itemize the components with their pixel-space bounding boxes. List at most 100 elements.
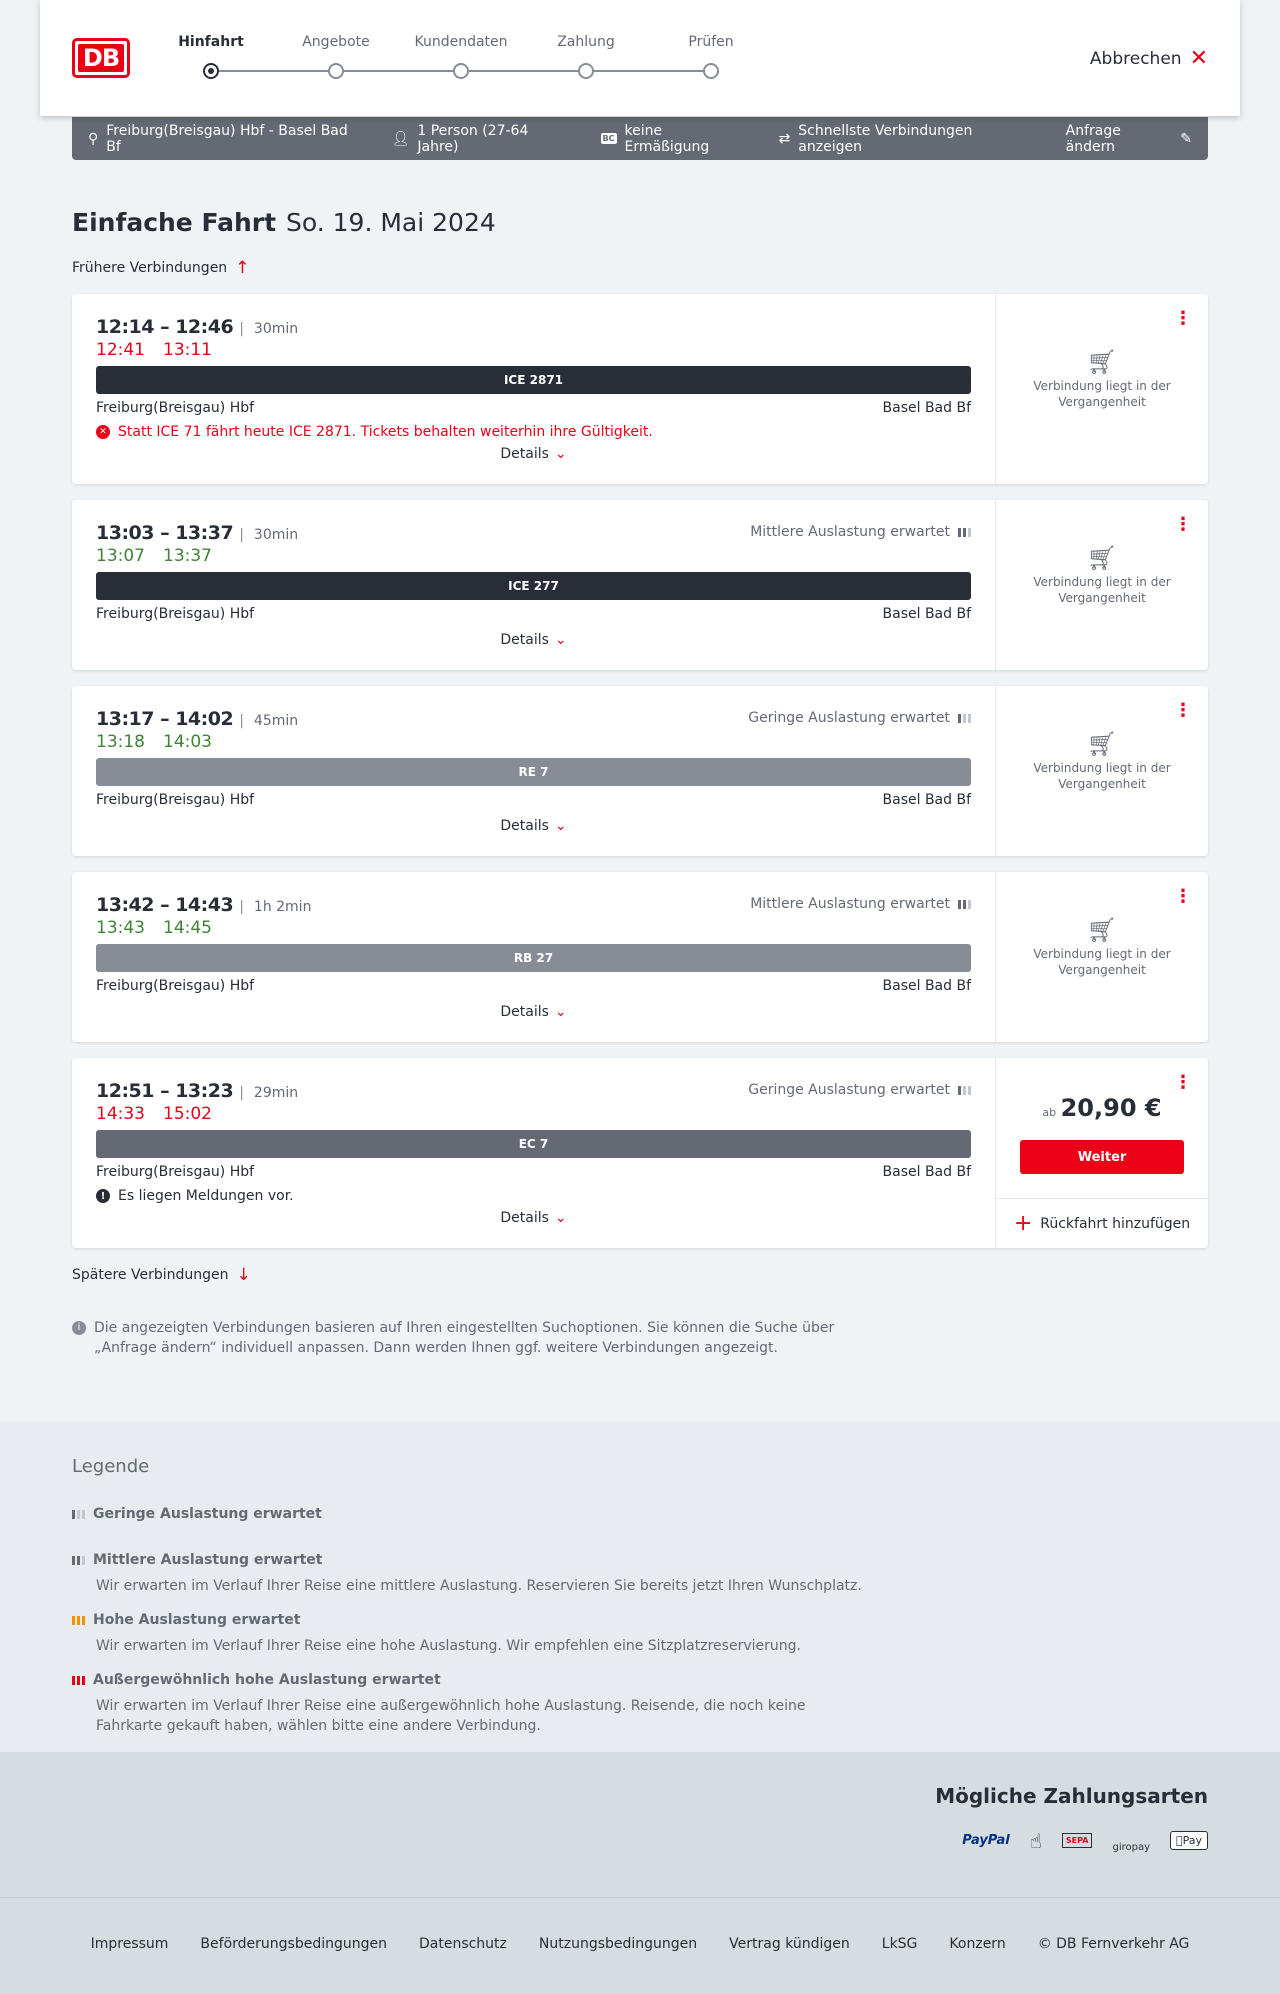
realtime-times: 13:18 14:03 bbox=[96, 732, 212, 752]
scheduled-times: 12:14 – 12:4630min bbox=[96, 316, 298, 338]
edit-search-button[interactable]: Anfrage ändern ✎ bbox=[1065, 122, 1192, 155]
arrival-station: Basel Bad Bf bbox=[882, 400, 971, 416]
past-connection-note: 🛒︎ Verbindung liegt in der Vergangenheit bbox=[996, 732, 1208, 792]
discount-info: BC keine Ermäßigung bbox=[600, 122, 710, 155]
pencil-icon: ✎ bbox=[1180, 130, 1192, 147]
footer-link[interactable]: Konzern bbox=[949, 1936, 1006, 1952]
add-return-button[interactable]: + Rückfahrt hinzufügen bbox=[996, 1198, 1208, 1248]
close-icon: ✕ bbox=[1189, 46, 1208, 71]
step-1: Angebote bbox=[302, 34, 370, 50]
details-toggle[interactable]: Details ⌄ bbox=[500, 446, 567, 462]
occupancy-icon bbox=[72, 1675, 85, 1685]
cart-unavailable-icon: 🛒︎ bbox=[1086, 916, 1118, 944]
details-toggle[interactable]: Details ⌄ bbox=[500, 1004, 567, 1020]
footer-link[interactable]: LkSG bbox=[881, 1936, 918, 1952]
duration: 30min bbox=[239, 321, 298, 337]
connection-card[interactable]: 13:03 – 13:3730min Mittlere Auslastung e… bbox=[72, 500, 1208, 670]
departure-station: Freiburg(Breisgau) Hbf bbox=[96, 1164, 255, 1180]
bahncard-icon: BC bbox=[600, 133, 617, 144]
occupancy-icon bbox=[72, 1509, 85, 1519]
train-bar: RE 7 bbox=[96, 758, 971, 786]
location-pin-icon: ⚲ bbox=[88, 130, 99, 147]
step-indicator-icon bbox=[203, 63, 219, 79]
search-summary-bar: ⚲ Freiburg(Breisgau) Hbf - Basel Bad Bf 👤… bbox=[72, 117, 1208, 160]
footer-link[interactable]: Datenschutz bbox=[418, 1936, 507, 1952]
legend-item: Außergewöhnlich hohe Auslastung erwartet… bbox=[72, 1672, 872, 1736]
arrival-station: Basel Bad Bf bbox=[882, 792, 971, 808]
occupancy-icon bbox=[958, 899, 971, 909]
departure-station: Freiburg(Breisgau) Hbf bbox=[96, 792, 255, 808]
error-icon: ✕ bbox=[96, 425, 110, 439]
details-toggle[interactable]: Details ⌄ bbox=[500, 818, 567, 834]
connection-message: ! Es liegen Meldungen vor. bbox=[96, 1188, 294, 1204]
chevron-down-icon: ⌄ bbox=[554, 632, 567, 648]
legend-item: Geringe Auslastung erwartet bbox=[72, 1506, 872, 1522]
footer-link[interactable]: Nutzungsbedingungen bbox=[538, 1936, 698, 1952]
connection-card[interactable]: 12:51 – 13:2329min Geringe Auslastung er… bbox=[72, 1058, 1208, 1248]
more-options-icon[interactable]: ⋮ bbox=[1174, 1072, 1192, 1093]
more-options-icon[interactable]: ⋮ bbox=[1174, 886, 1192, 907]
occupancy-indicator: Mittlere Auslastung erwartet bbox=[750, 896, 971, 912]
step-indicator-icon bbox=[328, 63, 344, 79]
details-toggle[interactable]: Details ⌄ bbox=[500, 1210, 567, 1226]
departure-station: Freiburg(Breisgau) Hbf bbox=[96, 400, 255, 416]
footer-link[interactable]: Impressum bbox=[90, 1936, 169, 1952]
earlier-connections-link[interactable]: Frühere Verbindungen ↑ bbox=[72, 258, 250, 278]
warning-icon: ! bbox=[96, 1189, 110, 1203]
cancel-button[interactable]: Abbrechen ✕ bbox=[1089, 46, 1208, 71]
footer-link[interactable]: © DB Fernverkehr AG bbox=[1037, 1936, 1190, 1952]
realtime-times: 13:07 13:37 bbox=[96, 546, 212, 566]
chevron-down-icon: ⌄ bbox=[554, 1004, 567, 1020]
giropay-icon: giropay bbox=[1112, 1842, 1150, 1853]
footer: Impressum Beförderungsbedingungen Datensch… bbox=[0, 1897, 1280, 1994]
more-options-icon[interactable]: ⋮ bbox=[1174, 308, 1192, 329]
page-title: Einfache Fahrt So. 19. Mai 2024 bbox=[72, 208, 496, 237]
departure-station: Freiburg(Breisgau) Hbf bbox=[96, 606, 255, 622]
legend-section: Legende Geringe Auslastung erwartet Mittl… bbox=[0, 1422, 1280, 1752]
details-toggle[interactable]: Details ⌄ bbox=[500, 632, 567, 648]
duration: 29min bbox=[239, 1085, 298, 1101]
realtime-times: 14:33 15:02 bbox=[96, 1104, 212, 1124]
step-0: Hinfahrt bbox=[178, 34, 244, 50]
continue-button[interactable]: Weiter bbox=[1020, 1140, 1184, 1174]
duration: 30min bbox=[239, 527, 298, 543]
past-connection-note: 🛒︎ Verbindung liegt in der Vergangenheit bbox=[996, 350, 1208, 410]
arrival-station: Basel Bad Bf bbox=[882, 606, 971, 622]
step-indicator-icon bbox=[703, 63, 719, 79]
occupancy-indicator: Geringe Auslastung erwartet bbox=[748, 710, 971, 726]
credit-card-icon: ☝︎ bbox=[1029, 1828, 1042, 1853]
occupancy-icon bbox=[958, 527, 971, 537]
train-bar: ICE 277 bbox=[96, 572, 971, 600]
person-icon: 👤︎ bbox=[391, 130, 410, 147]
train-bar: RB 27 bbox=[96, 944, 971, 972]
footer-link[interactable]: Vertrag kündigen bbox=[729, 1936, 850, 1952]
step-2: Kundendaten bbox=[414, 34, 508, 50]
legend-item: Mittlere Auslastung erwartet Wir erwarten… bbox=[72, 1552, 872, 1596]
scheduled-times: 12:51 – 13:2329min bbox=[96, 1080, 298, 1102]
step-4: Prüfen bbox=[688, 34, 734, 50]
duration: 45min bbox=[239, 713, 298, 729]
cart-unavailable-icon: 🛒︎ bbox=[1086, 544, 1118, 572]
train-bar: ICE 2871 bbox=[96, 366, 971, 394]
route-info: ⚲ Freiburg(Breisgau) Hbf - Basel Bad Bf bbox=[88, 122, 348, 155]
occupancy-indicator: Mittlere Auslastung erwartet bbox=[750, 524, 971, 540]
step-indicator-icon bbox=[453, 63, 469, 79]
later-connections-link[interactable]: Spätere Verbindungen ↓ bbox=[72, 1265, 251, 1285]
past-connection-note: 🛒︎ Verbindung liegt in der Vergangenheit bbox=[996, 916, 1208, 978]
more-options-icon[interactable]: ⋮ bbox=[1174, 514, 1192, 535]
connection-message: ✕ Statt ICE 71 fährt heute ICE 2871. Tick… bbox=[96, 424, 653, 440]
occupancy-icon bbox=[958, 1085, 971, 1095]
legend-item: Hohe Auslastung erwartet Wir erwarten im … bbox=[72, 1612, 872, 1656]
train-bar: EC 7 bbox=[96, 1130, 971, 1158]
occupancy-icon bbox=[72, 1555, 85, 1565]
realtime-times: 12:41 13:11 bbox=[96, 340, 212, 360]
connection-card[interactable]: 13:42 – 14:431h 2min Mittlere Auslastung… bbox=[72, 872, 1208, 1042]
arrival-station: Basel Bad Bf bbox=[882, 978, 971, 994]
duration: 1h 2min bbox=[239, 899, 311, 915]
chevron-down-icon: ⌄ bbox=[554, 818, 567, 834]
footer-link[interactable]: Beförderungsbedingungen bbox=[200, 1936, 387, 1952]
connection-card[interactable]: 13:17 – 14:0245min Geringe Auslastung er… bbox=[72, 686, 1208, 856]
more-options-icon[interactable]: ⋮ bbox=[1174, 700, 1192, 721]
db-logo[interactable]: DB bbox=[72, 38, 130, 78]
